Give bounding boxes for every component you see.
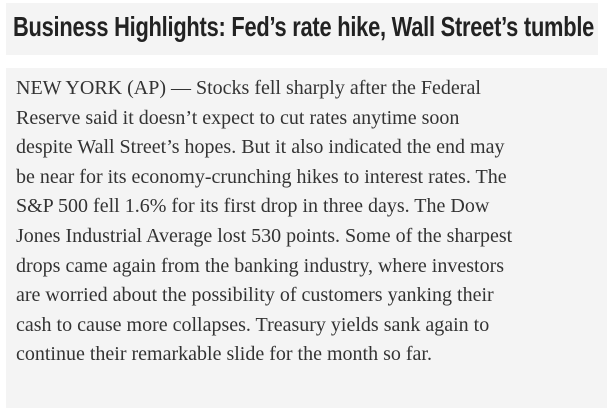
headline-box: Business Highlights: Fed’s rate hike, Wa…: [6, 3, 598, 55]
text-line: NEW YORK (AP) — Stocks fell sharply afte…: [16, 77, 481, 99]
text-line: Reserve said it doesn’t expect to cut ra…: [16, 106, 460, 129]
text-line: are worried about the possibility of cus…: [16, 284, 494, 307]
text-line: be near for its economy-crunching hikes …: [16, 165, 507, 188]
headline: Business Highlights: Fed’s rate hike, Wa…: [13, 11, 595, 42]
text-line: Jones Industrial Average lost 530 points…: [16, 224, 513, 247]
article-body: NEW YORK (AP) — Stocks fell sharply afte…: [6, 68, 607, 408]
text-line: continue their remarkable slide for the …: [16, 343, 432, 366]
article-paragraph: NEW YORK (AP) — Stocks fell sharply afte…: [16, 74, 601, 370]
text-line: cash to cause more collapses. Treasury y…: [16, 313, 490, 336]
text-line: S&P 500 fell 1.6% for its first drop in …: [16, 195, 490, 218]
text-line: despite Wall Street’s hopes. But it also…: [16, 136, 505, 159]
text-line: drops came again from the banking indust…: [16, 254, 505, 277]
